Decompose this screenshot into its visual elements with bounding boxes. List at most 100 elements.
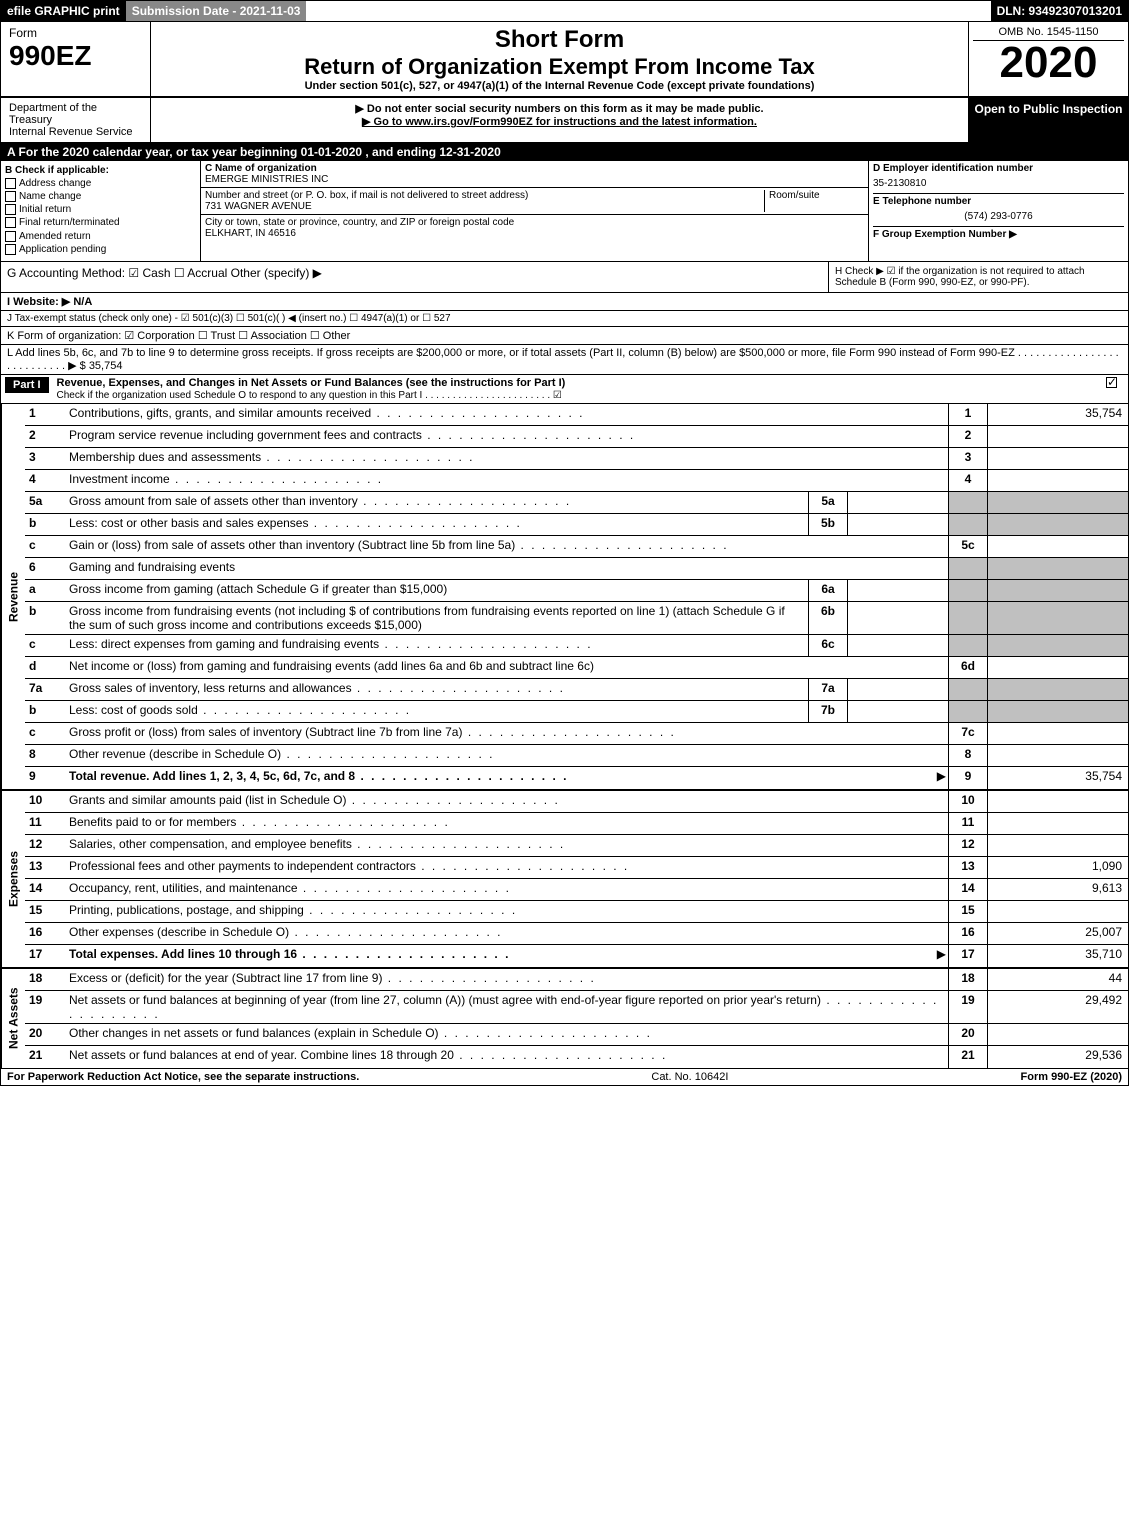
l-gross-receipts: L Add lines 5b, 6c, and 7b to line 9 to … bbox=[1, 345, 1128, 375]
checkbox-icon bbox=[5, 178, 16, 189]
city-value: ELKHART, IN 46516 bbox=[205, 228, 296, 239]
form-990ez-page: efile GRAPHIC print Submission Date - 20… bbox=[0, 0, 1129, 1086]
page-footer: For Paperwork Reduction Act Notice, see … bbox=[1, 1069, 1128, 1085]
short-form-title: Short Form bbox=[155, 26, 964, 54]
open-to-public: Open to Public Inspection bbox=[968, 98, 1128, 142]
revenue-side-label: Revenue bbox=[1, 404, 25, 789]
footer-form-ref: Form 990-EZ (2020) bbox=[1021, 1071, 1122, 1083]
line-18: 18Excess or (deficit) for the year (Subt… bbox=[25, 969, 1128, 991]
line-8: 8Other revenue (describe in Schedule O)8 bbox=[25, 745, 1128, 767]
part-i-label: Part I bbox=[5, 377, 49, 393]
checkbox-icon bbox=[5, 204, 16, 215]
section-b-title: B Check if applicable: bbox=[5, 165, 196, 176]
return-title: Return of Organization Exempt From Incom… bbox=[155, 54, 964, 80]
checkbox-name-change[interactable]: Name change bbox=[5, 191, 196, 202]
checkbox-icon bbox=[5, 231, 16, 242]
footer-left: For Paperwork Reduction Act Notice, see … bbox=[7, 1071, 359, 1083]
line-6c: cLess: direct expenses from gaming and f… bbox=[25, 635, 1128, 657]
line-21: 21Net assets or fund balances at end of … bbox=[25, 1046, 1128, 1068]
line-9: 9Total revenue. Add lines 1, 2, 3, 4, 5c… bbox=[25, 767, 1128, 789]
ssn-warning: ▶ Do not enter social security numbers o… bbox=[155, 102, 964, 115]
org-name-row: C Name of organization EMERGE MINISTRIES… bbox=[201, 161, 868, 188]
checkbox-initial-return[interactable]: Initial return bbox=[5, 204, 196, 215]
line-5c: cGain or (loss) from sale of assets othe… bbox=[25, 536, 1128, 558]
section-d-e-f: D Employer identification number 35-2130… bbox=[868, 161, 1128, 261]
revenue-section: Revenue 1Contributions, gifts, grants, a… bbox=[1, 404, 1128, 791]
line-6: 6Gaming and fundraising events bbox=[25, 558, 1128, 580]
line-6d: dNet income or (loss) from gaming and fu… bbox=[25, 657, 1128, 679]
section-b: B Check if applicable: Address change Na… bbox=[1, 161, 201, 261]
room-label: Room/suite bbox=[769, 190, 820, 201]
phone-value: (574) 293-0776 bbox=[873, 211, 1124, 222]
line-5b: bLess: cost or other basis and sales exp… bbox=[25, 514, 1128, 536]
line-2: 2Program service revenue including gover… bbox=[25, 426, 1128, 448]
submission-date: Submission Date - 2021-11-03 bbox=[126, 1, 307, 21]
checkbox-amended-return[interactable]: Amended return bbox=[5, 231, 196, 242]
addr-row: Number and street (or P. O. box, if mail… bbox=[201, 188, 868, 215]
city-row: City or town, state or province, country… bbox=[201, 215, 868, 241]
f-label: F Group Exemption Number ▶ bbox=[873, 226, 1124, 240]
j-tax-exempt: J Tax-exempt status (check only one) - ☑… bbox=[1, 311, 1128, 327]
expenses-section: Expenses 10Grants and similar amounts pa… bbox=[1, 791, 1128, 969]
dept-row: Department of the Treasury Internal Reve… bbox=[1, 98, 1128, 143]
line-11: 11Benefits paid to or for members11 bbox=[25, 813, 1128, 835]
addr-value: 731 WAGNER AVENUE bbox=[205, 201, 312, 212]
arrow-icon: ▶ bbox=[928, 767, 948, 789]
g-accounting: G Accounting Method: ☑ Cash ☐ Accrual Ot… bbox=[1, 262, 828, 292]
form-label: Form bbox=[9, 26, 142, 40]
header: Form 990EZ Short Form Return of Organiza… bbox=[1, 22, 1128, 98]
part-i-title: Revenue, Expenses, and Changes in Net As… bbox=[57, 377, 566, 389]
line-7a: 7aGross sales of inventory, less returns… bbox=[25, 679, 1128, 701]
line-19: 19Net assets or fund balances at beginni… bbox=[25, 991, 1128, 1024]
line-10: 10Grants and similar amounts paid (list … bbox=[25, 791, 1128, 813]
part-i-header: Part I Revenue, Expenses, and Changes in… bbox=[1, 375, 1128, 404]
line-7b: bLess: cost of goods sold7b bbox=[25, 701, 1128, 723]
sched-o-checkbox[interactable] bbox=[1098, 375, 1128, 403]
line-16: 16Other expenses (describe in Schedule O… bbox=[25, 923, 1128, 945]
net-assets-section: Net Assets 18Excess or (deficit) for the… bbox=[1, 969, 1128, 1069]
line-6b: bGross income from fundraising events (n… bbox=[25, 602, 1128, 635]
department-label: Department of the Treasury Internal Reve… bbox=[1, 98, 151, 142]
line-14: 14Occupancy, rent, utilities, and mainte… bbox=[25, 879, 1128, 901]
header-right-block: OMB No. 1545-1150 2020 bbox=[968, 22, 1128, 96]
header-title-block: Short Form Return of Organization Exempt… bbox=[151, 22, 968, 96]
city-label: City or town, state or province, country… bbox=[205, 217, 514, 228]
calendar-year-line: A For the 2020 calendar year, or tax yea… bbox=[1, 143, 1128, 161]
under-section: Under section 501(c), 527, or 4947(a)(1)… bbox=[155, 80, 964, 92]
line-12: 12Salaries, other compensation, and empl… bbox=[25, 835, 1128, 857]
line-17: 17Total expenses. Add lines 10 through 1… bbox=[25, 945, 1128, 967]
line-5a: 5aGross amount from sale of assets other… bbox=[25, 492, 1128, 514]
dln: DLN: 93492307013201 bbox=[991, 1, 1128, 21]
line-20: 20Other changes in net assets or fund ba… bbox=[25, 1024, 1128, 1046]
checkbox-address-change[interactable]: Address change bbox=[5, 178, 196, 189]
checkbox-icon bbox=[5, 244, 16, 255]
goto-link[interactable]: ▶ Go to www.irs.gov/Form990EZ for instru… bbox=[155, 115, 964, 128]
c-label: C Name of organization bbox=[205, 163, 317, 174]
h-check: H Check ▶ ☑ if the organization is not r… bbox=[828, 262, 1128, 292]
section-c: C Name of organization EMERGE MINISTRIES… bbox=[201, 161, 868, 261]
line-13: 13Professional fees and other payments t… bbox=[25, 857, 1128, 879]
e-label: E Telephone number bbox=[873, 193, 1124, 207]
line-7c: cGross profit or (loss) from sales of in… bbox=[25, 723, 1128, 745]
line-3: 3Membership dues and assessments3 bbox=[25, 448, 1128, 470]
form-number-block: Form 990EZ bbox=[1, 22, 151, 96]
sched-o-note: Check if the organization used Schedule … bbox=[57, 390, 562, 401]
ein-value: 35-2130810 bbox=[873, 178, 1124, 189]
efile-print-label: efile GRAPHIC print bbox=[1, 1, 126, 21]
checkbox-icon bbox=[1106, 377, 1117, 388]
checkbox-final-return[interactable]: Final return/terminated bbox=[5, 217, 196, 228]
arrow-icon: ▶ bbox=[928, 945, 948, 967]
i-website: I Website: ▶ N/A bbox=[1, 293, 1128, 311]
checkbox-icon bbox=[5, 217, 16, 228]
checkbox-application-pending[interactable]: Application pending bbox=[5, 244, 196, 255]
k-form-org: K Form of organization: ☑ Corporation ☐ … bbox=[1, 327, 1128, 345]
line-1: 1Contributions, gifts, grants, and simil… bbox=[25, 404, 1128, 426]
footer-cat-no: Cat. No. 10642I bbox=[651, 1071, 728, 1083]
net-assets-side-label: Net Assets bbox=[1, 969, 25, 1068]
line-4: 4Investment income4 bbox=[25, 470, 1128, 492]
line-6a: aGross income from gaming (attach Schedu… bbox=[25, 580, 1128, 602]
line-15: 15Printing, publications, postage, and s… bbox=[25, 901, 1128, 923]
topbar: efile GRAPHIC print Submission Date - 20… bbox=[1, 1, 1128, 22]
info-block: B Check if applicable: Address change Na… bbox=[1, 161, 1128, 262]
addr-label: Number and street (or P. O. box, if mail… bbox=[205, 190, 528, 201]
